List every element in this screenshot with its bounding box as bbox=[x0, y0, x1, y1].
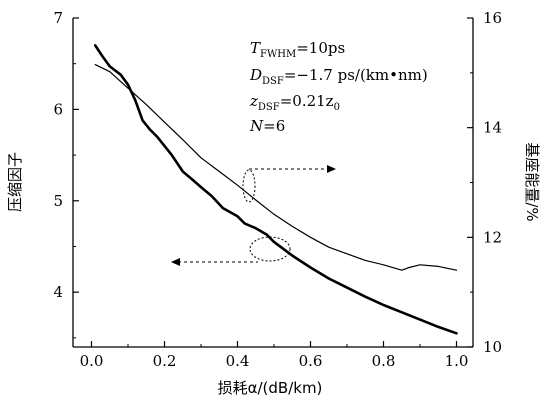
annotation-zdsf: zDSF=0.21z0 bbox=[249, 92, 340, 113]
x-tick-label: 0.6 bbox=[299, 352, 323, 370]
annotation-n: N=6 bbox=[249, 117, 285, 135]
left-axis-ticks: 4 5 6 7 bbox=[53, 9, 79, 339]
right-axis-title: 基座能量/% bbox=[523, 142, 541, 221]
x-axis-title: 损耗α/(dB/km) bbox=[218, 379, 323, 397]
y-left-tick-label: 6 bbox=[53, 100, 63, 118]
x-tick-label: 0.8 bbox=[372, 352, 396, 370]
x-tick-label: 0.0 bbox=[80, 352, 104, 370]
y-right-tick-label: 10 bbox=[483, 338, 502, 356]
x-axis-ticks: 0.0 0.2 0.4 0.6 0.8 1.0 bbox=[80, 341, 469, 370]
y-right-tick-label: 16 bbox=[483, 9, 502, 27]
left-series-ellipse bbox=[249, 236, 291, 262]
annotation-tfwhm: TFWHM=10ps bbox=[250, 39, 345, 60]
left-series-arrowhead bbox=[171, 258, 180, 266]
pedestal-energy-line bbox=[94, 63, 458, 271]
y-left-tick-label: 5 bbox=[53, 192, 63, 210]
right-series-ellipse bbox=[242, 169, 256, 203]
y-right-tick-label: 14 bbox=[483, 119, 502, 137]
annotation-block: TFWHM=10ps DDSF=−1.7 ps/(km•nm) zDSF=0.2… bbox=[249, 39, 428, 135]
y-left-tick-label: 7 bbox=[53, 9, 63, 27]
left-series-indicator bbox=[171, 236, 291, 266]
y-left-tick-label: 4 bbox=[53, 283, 63, 301]
x-tick-label: 0.4 bbox=[226, 352, 250, 370]
left-axis-title: 压缩因子 bbox=[6, 152, 24, 212]
annotation-ddsf: DDSF=−1.7 ps/(km•nm) bbox=[249, 66, 428, 87]
y-right-tick-label: 12 bbox=[483, 228, 502, 246]
x-tick-label: 1.0 bbox=[445, 352, 469, 370]
right-series-indicator bbox=[242, 165, 336, 203]
x-tick-label: 0.2 bbox=[153, 352, 177, 370]
series-group bbox=[93, 44, 458, 335]
compression-factor-line bbox=[93, 44, 458, 335]
right-axis-ticks: 10 12 14 16 bbox=[467, 9, 502, 356]
right-series-arrowhead bbox=[327, 165, 336, 173]
